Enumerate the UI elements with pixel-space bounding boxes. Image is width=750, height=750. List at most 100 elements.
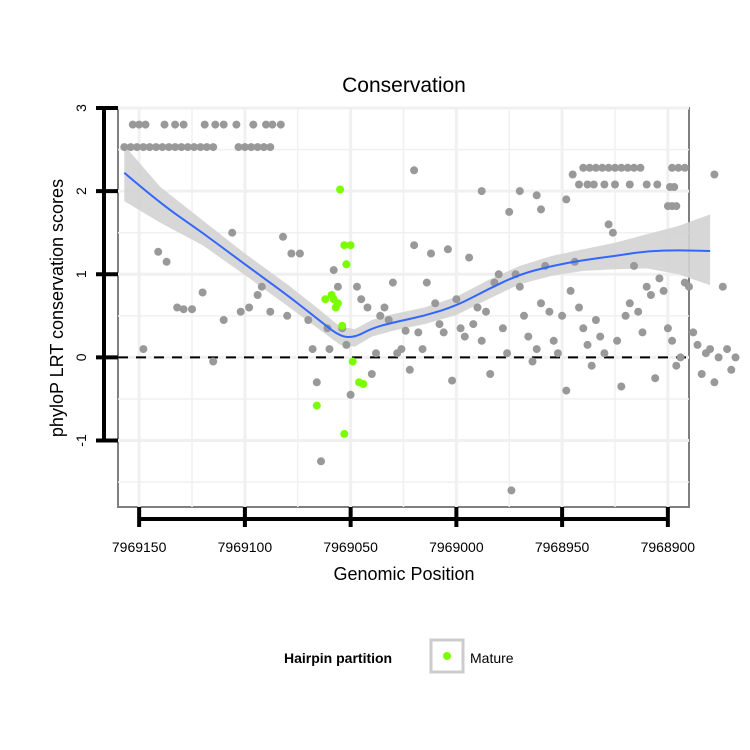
data-point (549, 336, 558, 345)
data-point (376, 311, 385, 320)
y-tick-label: 0 (73, 353, 89, 361)
data-point (266, 307, 275, 316)
data-point (532, 191, 541, 200)
data-point (659, 286, 668, 295)
data-point (604, 220, 613, 229)
data-point (287, 249, 296, 258)
data-point (232, 120, 241, 129)
data-point (482, 307, 490, 316)
data-point (209, 143, 218, 152)
data-point (697, 370, 706, 378)
data-point (537, 205, 545, 214)
data-point (583, 340, 592, 349)
data-point (617, 382, 626, 391)
data-point (179, 305, 188, 314)
x-tick-label: 7969150 (112, 539, 167, 555)
data-point (596, 332, 605, 341)
mature-data-point (321, 295, 330, 304)
data-point (604, 163, 613, 172)
data-point (515, 282, 524, 291)
data-point (279, 232, 287, 241)
legend-label-mature: Mature (470, 650, 514, 666)
data-point (219, 316, 228, 324)
data-point (135, 120, 144, 129)
data-point (706, 345, 715, 354)
data-point (672, 361, 681, 370)
data-point (537, 299, 545, 308)
data-point (714, 353, 723, 362)
y-axis-title: phyloP LRT conservation scores (47, 179, 67, 437)
data-point (171, 120, 180, 129)
data-point (283, 311, 292, 320)
data-point (598, 163, 607, 172)
data-point (727, 365, 736, 374)
data-point (257, 282, 266, 291)
mature-data-point (340, 241, 349, 250)
data-point (505, 207, 514, 216)
legend-title: Hairpin partition (284, 650, 392, 666)
data-point (617, 163, 626, 172)
data-point (145, 143, 154, 152)
data-point (141, 120, 150, 129)
data-point (625, 299, 634, 308)
data-point (520, 311, 528, 320)
data-point (317, 457, 325, 466)
data-point (731, 353, 740, 362)
mature-data-point (338, 321, 347, 330)
data-point (133, 143, 141, 152)
data-point (477, 336, 486, 345)
data-point (680, 163, 689, 172)
data-point (353, 282, 361, 291)
data-point (651, 374, 660, 383)
data-point (443, 245, 452, 254)
data-point (566, 286, 575, 295)
data-point (579, 163, 588, 172)
data-point (188, 305, 196, 314)
data-point (623, 163, 632, 172)
mature-data-point (340, 429, 349, 438)
data-point (634, 307, 643, 316)
data-point (346, 390, 355, 399)
data-point (196, 143, 205, 152)
data-point (448, 376, 457, 385)
x-tick-label: 7968900 (641, 539, 696, 555)
data-point (452, 295, 461, 304)
data-point (672, 202, 681, 211)
mature-points (312, 185, 368, 438)
data-point (562, 195, 571, 204)
data-point (636, 163, 645, 172)
data-point (655, 274, 664, 283)
data-point (498, 324, 507, 333)
y-tick-label: 2 (73, 187, 89, 195)
data-point (397, 345, 406, 354)
data-point (388, 278, 397, 287)
mature-data-point (346, 241, 355, 250)
data-point (312, 378, 321, 387)
data-point (342, 340, 351, 349)
data-point (427, 249, 435, 258)
data-point (435, 320, 444, 329)
data-point (410, 166, 419, 175)
data-point (190, 143, 199, 152)
data-point (325, 345, 334, 354)
data-point (689, 328, 698, 337)
mature-data-point (342, 260, 351, 269)
data-point (553, 349, 562, 358)
smooth-line (123, 172, 711, 339)
data-point (710, 378, 719, 387)
data-point (456, 324, 465, 333)
data-point (128, 120, 137, 129)
data-point (171, 143, 180, 152)
data-point (621, 311, 630, 320)
data-point (173, 303, 182, 312)
x-tick-label: 7968950 (535, 539, 590, 555)
data-point (164, 143, 173, 152)
data-point (674, 163, 683, 172)
background-points (120, 120, 740, 495)
mature-data-point (348, 357, 357, 366)
data-point (308, 345, 317, 354)
data-point (329, 266, 338, 275)
data-point (200, 120, 209, 129)
data-point (585, 163, 594, 172)
data-point (611, 180, 619, 189)
